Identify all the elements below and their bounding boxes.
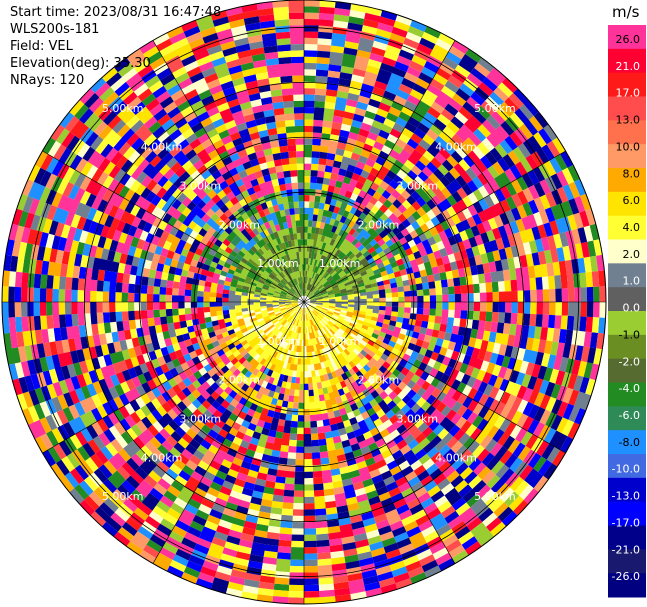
colorbar-tick-label: -26.0	[612, 570, 640, 583]
colorbar-swatch	[608, 287, 646, 312]
colorbar-swatch	[608, 311, 646, 336]
colorbar-swatch	[608, 191, 646, 217]
range-ring-label: 4.00km	[435, 141, 477, 154]
colorbar-tick-label: 0.0	[623, 302, 641, 315]
range-ring-label: 2.00km	[358, 374, 400, 387]
colorbar-tick-label: 6.0	[623, 194, 641, 207]
colorbar-tick-label: 4.0	[623, 221, 641, 234]
colorbar-swatch	[608, 358, 646, 383]
gate-group	[236, 228, 378, 301]
start-time-label: Start time: 2023/08/31 16:47:48	[10, 5, 222, 20]
gate-group	[8, 16, 597, 594]
colorbar-swatch	[608, 120, 646, 145]
colorbar-swatch	[608, 525, 646, 550]
gate-group	[204, 194, 400, 277]
colorbar-swatch	[608, 454, 646, 479]
gate-group	[3, 6, 600, 592]
azimuth-spoke	[152, 40, 305, 303]
colorbar-swatch	[608, 334, 646, 360]
range-ring-label: 4.00km	[141, 141, 183, 154]
azimuth-spoke	[303, 301, 456, 564]
range-ring-label: 5.00km	[102, 102, 144, 115]
colorbar-swatch	[608, 406, 646, 431]
range-ring-label: 2.00km	[218, 374, 260, 387]
colorbar-tick-label: -6.0	[619, 409, 640, 422]
range-ring-label: 5.00km	[102, 490, 144, 503]
azimuth-spoke	[42, 150, 305, 303]
range-ring-label: 1.00km	[319, 257, 361, 270]
colorbar-swatch	[608, 549, 646, 574]
colorbar-swatch	[608, 215, 646, 240]
range-ring-label: 3.00km	[396, 180, 438, 193]
instrument-label: WLS200s-181	[10, 22, 100, 37]
azimuth-spoke	[303, 40, 456, 303]
azimuth-spoke	[303, 150, 566, 303]
gate-group	[27, 7, 606, 603]
colorbar-tick-label: -10.0	[612, 463, 640, 476]
colorbar-swatch	[608, 144, 646, 169]
range-ring-label: 3.00km	[180, 412, 222, 425]
colorbar-tick-label: -1.0	[619, 328, 640, 341]
colorbar-tick-label: -2.0	[619, 355, 640, 368]
gate-group	[2, 20, 593, 605]
colorbar-swatch	[608, 25, 646, 50]
colorbar-tick-label: -21.0	[612, 543, 640, 556]
colorbar-swatch	[608, 168, 646, 193]
colorbar-swatch	[608, 501, 646, 526]
range-ring-label: 3.00km	[396, 412, 438, 425]
colorbar-tick-label: 26.0	[616, 33, 641, 46]
azimuth-spokes	[2, 0, 606, 604]
colorbar: m/s 26.0 21.0 17.0 13.0 10.0 8.0 6.0 4.0 2.0 1.0 0.…	[608, 3, 646, 607]
colorbar-swatch	[608, 263, 646, 288]
colorbar-unit: m/s	[612, 3, 640, 21]
range-ring-label: 5.00km	[474, 490, 516, 503]
colorbar-tick-label: -4.0	[619, 382, 640, 395]
azimuth-spoke	[152, 301, 305, 564]
range-ring-label: 2.00km	[358, 218, 400, 231]
azimuth-spoke	[303, 301, 566, 454]
colorbar-tick-label: -8.0	[619, 436, 640, 449]
range-ring-labels: 1.00km 1.00km 1.00km 1.00km 2.00km 2.00km 2.00…	[102, 102, 516, 503]
colorbar-tick-label: 10.0	[616, 140, 641, 153]
colorbar-swatch	[608, 430, 646, 455]
colorbar-tick-label: 13.0	[616, 114, 641, 127]
colorbar-tick-label: -17.0	[612, 516, 640, 529]
colorbar-swatch	[608, 239, 646, 264]
range-ring-label: 3.00km	[180, 180, 222, 193]
range-ring-label: 1.00km	[319, 335, 361, 348]
range-ring-label: 2.00km	[218, 218, 260, 231]
nrays-label: NRays: 120	[10, 73, 85, 88]
colorbar-swatch	[608, 477, 646, 503]
gate-group	[8, 9, 606, 601]
colorbar-swatch	[608, 48, 646, 74]
gate-group	[232, 226, 372, 301]
elevation-label: Elevation(deg): 35.30	[10, 56, 151, 71]
colorbar-tick-label: 2.0	[623, 248, 641, 261]
range-ring-label: 1.00km	[257, 257, 299, 270]
range-ring-label: 1.00km	[257, 335, 299, 348]
colorbar-swatch	[608, 96, 646, 121]
range-ring-label: 4.00km	[141, 451, 183, 464]
gate-group	[16, 14, 599, 573]
colorbar-swatch	[608, 382, 646, 407]
colorbar-tick-label: -13.0	[612, 490, 640, 503]
colorbar-tick-label: 1.0	[623, 275, 641, 288]
gate-group	[3, 10, 599, 586]
range-ring-label: 5.00km	[474, 102, 516, 115]
colorbar-tick-label: 17.0	[616, 87, 641, 100]
colorbar-swatch	[608, 573, 646, 598]
field-label: Field: VEL	[10, 39, 73, 54]
range-ring-label: 4.00km	[435, 451, 477, 464]
velocity-gates	[2, 0, 606, 605]
colorbar-swatch	[608, 72, 646, 97]
azimuth-spoke	[42, 301, 305, 454]
colorbar-tick-label: -30.0	[612, 597, 640, 607]
colorbar-tick-label: 8.0	[623, 167, 641, 180]
colorbar-tick-label: 21.0	[616, 60, 641, 73]
